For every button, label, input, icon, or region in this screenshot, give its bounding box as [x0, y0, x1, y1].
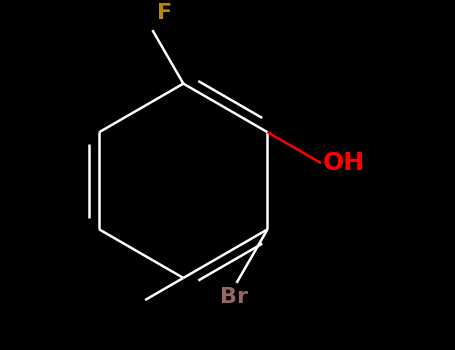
Text: F: F [157, 4, 172, 23]
Text: OH: OH [323, 151, 365, 175]
Text: Br: Br [220, 287, 248, 307]
